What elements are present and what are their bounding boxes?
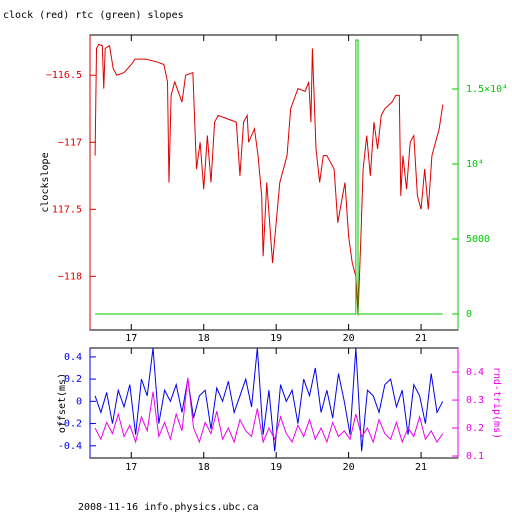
- x-tick-label: 20: [343, 333, 355, 344]
- y-tick-label: 0.2: [64, 374, 82, 385]
- x-tick-label: 21: [415, 333, 427, 344]
- y-tick-label: 0.4: [64, 352, 82, 363]
- y-tick-label: -0.2: [58, 419, 82, 430]
- y2-tick-label: 10⁴: [466, 159, 484, 170]
- data-line: [95, 39, 443, 315]
- y-tick-label: 0: [76, 396, 82, 407]
- x-tick-label: 18: [198, 333, 210, 344]
- y2-tick-label: 0.4: [466, 367, 484, 378]
- y2-tick-label: 5000: [466, 234, 490, 245]
- x-tick-label: 18: [198, 462, 210, 473]
- chart-title: clock (red) rtc (green) slopes: [3, 10, 184, 21]
- data-line: [94, 347, 444, 452]
- y2-tick-label: 1.5×10⁴: [466, 84, 508, 95]
- y2-tick-label: 0.1: [466, 451, 484, 462]
- y2-tick-label: 0.2: [466, 423, 484, 434]
- y-axis-label: clockslope: [40, 152, 51, 212]
- x-tick-label: 17: [125, 462, 137, 473]
- data-line: [94, 377, 444, 444]
- data-line: [94, 43, 444, 316]
- y2-tick-label: 0: [466, 309, 472, 320]
- y2-axis-label: rnd-trip(ms): [491, 367, 502, 439]
- y-axis-label: offset(ms): [57, 373, 68, 433]
- y-tick-label: −118: [58, 271, 82, 282]
- x-tick-label: 21: [415, 462, 427, 473]
- y-tick-label: −117: [58, 137, 82, 148]
- y-tick-label: -0.4: [58, 441, 82, 452]
- y-tick-label: −116.5: [46, 70, 82, 81]
- y2-tick-label: 0.3: [466, 395, 484, 406]
- footer: 2008-11-16 info.physics.ubc.ca: [78, 502, 259, 512]
- x-tick-label: 20: [343, 462, 355, 473]
- x-tick-label: 19: [270, 333, 282, 344]
- y-tick-label: 117.5: [52, 204, 82, 215]
- x-tick-label: 19: [270, 462, 282, 473]
- x-tick-label: 17: [125, 333, 137, 344]
